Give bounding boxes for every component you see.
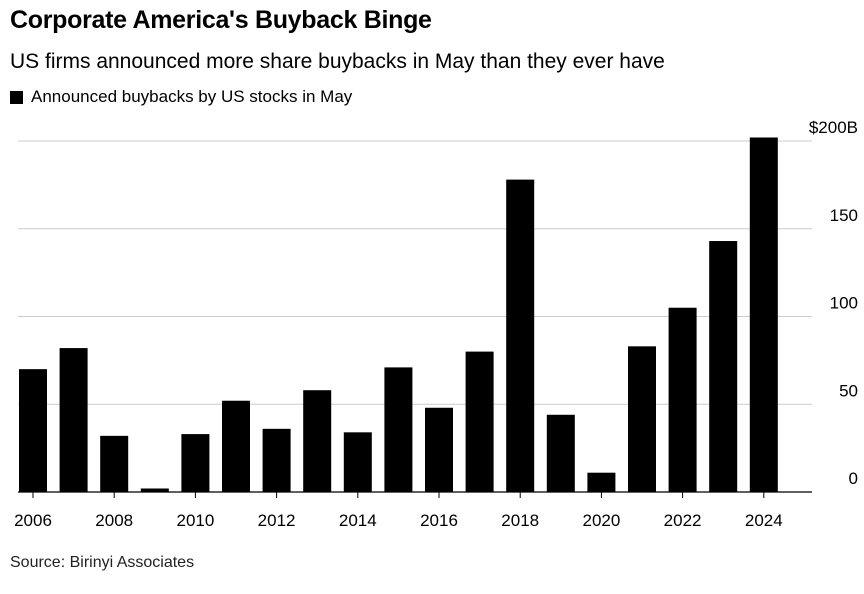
y-tick-label: 50 xyxy=(839,381,858,400)
bar xyxy=(343,432,372,492)
x-tick-label: 2024 xyxy=(745,511,783,530)
source-note: Source: Birinyi Associates xyxy=(10,554,195,571)
chart-title: Corporate America's Buyback Binge xyxy=(10,6,432,34)
x-tick-label: 2022 xyxy=(664,511,702,530)
bar xyxy=(222,400,250,492)
x-tick-label: 2010 xyxy=(176,511,214,530)
bar xyxy=(628,346,656,492)
bar xyxy=(425,407,453,492)
x-tick-label: 2006 xyxy=(14,511,52,530)
legend-label: Announced buybacks by US stocks in May xyxy=(31,87,353,106)
x-tick-label: 2020 xyxy=(582,511,620,530)
y-tick-label: $200B xyxy=(809,118,858,137)
bar xyxy=(59,348,88,492)
bar xyxy=(262,428,291,492)
x-tick-label: 2012 xyxy=(258,511,296,530)
legend: Announced buybacks by US stocks in May xyxy=(10,87,352,107)
x-tick-label: 2016 xyxy=(420,511,458,530)
bar-chart: 0 50 100 150 $200B 2006 2008 2010 2012 2014 2016 20… xyxy=(14,118,858,530)
bar xyxy=(384,367,413,492)
bar xyxy=(19,369,47,492)
bar xyxy=(506,179,535,493)
bar xyxy=(546,414,575,492)
legend-swatch xyxy=(10,90,23,104)
y-tick-label: 150 xyxy=(830,206,858,225)
y-tick-label: 0 xyxy=(849,469,858,488)
bar xyxy=(709,241,738,492)
bar xyxy=(668,307,697,492)
bar xyxy=(587,472,616,492)
y-tick-label: 100 xyxy=(830,294,858,313)
bar xyxy=(181,434,210,492)
bar xyxy=(303,390,332,492)
bar xyxy=(749,137,778,493)
bar xyxy=(140,488,169,492)
x-tick-label: 2018 xyxy=(501,511,539,530)
bar xyxy=(465,351,494,492)
chart-subtitle: US firms announced more share buybacks i… xyxy=(10,50,665,73)
x-tick-label: 2008 xyxy=(95,511,133,530)
bar xyxy=(100,435,129,492)
x-tick-label: 2014 xyxy=(339,511,377,530)
